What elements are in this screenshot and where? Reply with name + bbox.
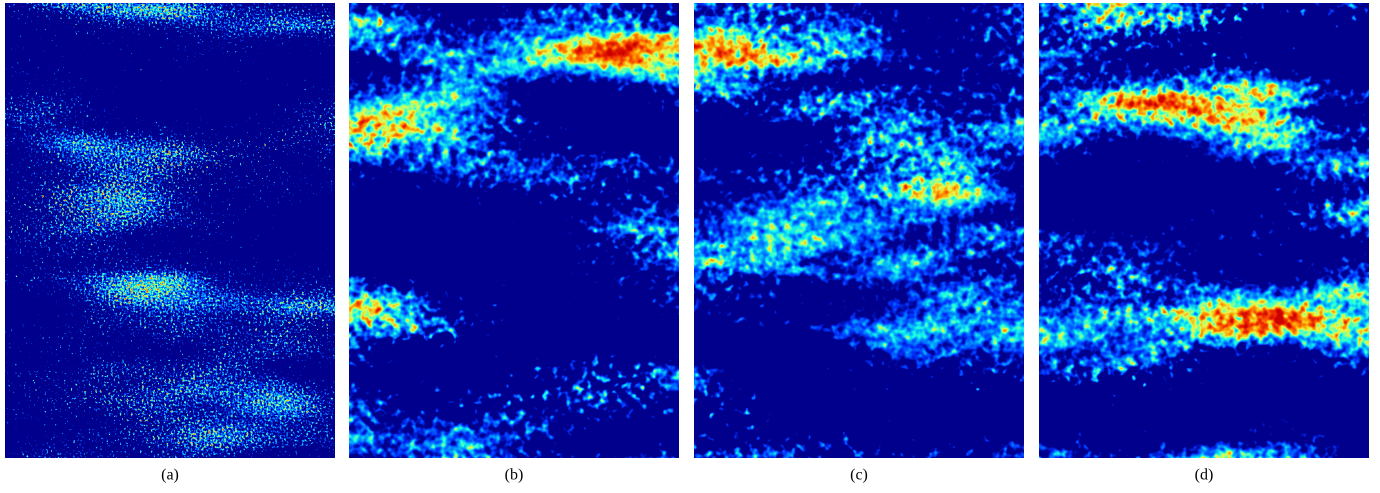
phase-image: [694, 3, 1024, 458]
phase-image: [5, 3, 335, 458]
phase-image: [349, 3, 679, 458]
phase-image: [1039, 3, 1369, 458]
panel-label: (a): [161, 467, 179, 484]
panel-label: (c): [850, 467, 868, 484]
panel-label: (b): [505, 467, 524, 484]
panel-label: (d): [1195, 467, 1214, 484]
